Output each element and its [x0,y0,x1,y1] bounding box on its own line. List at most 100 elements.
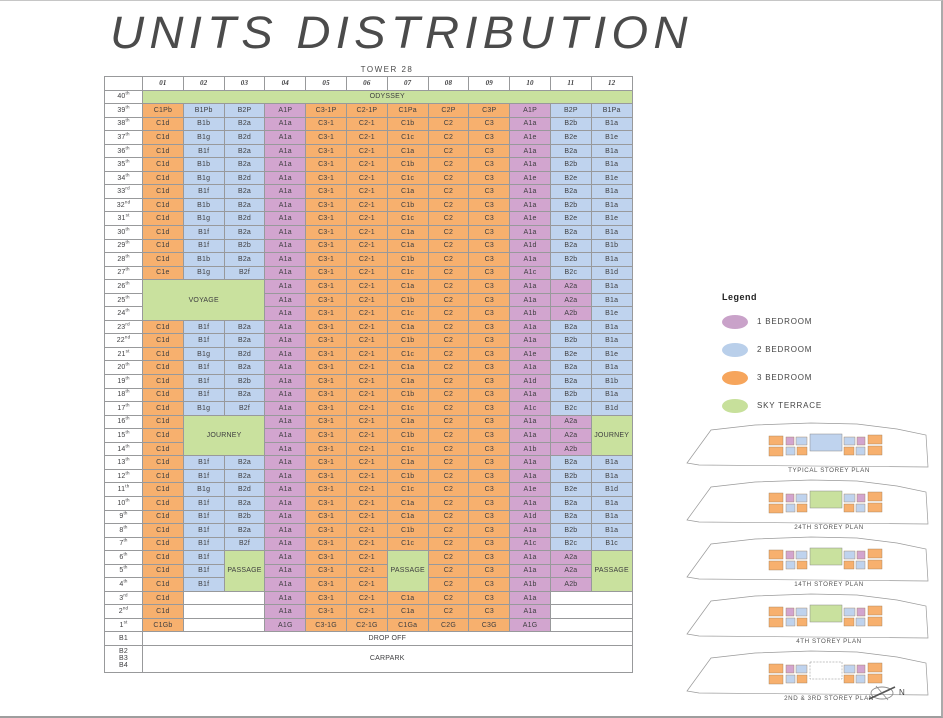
unit-cell: A1a [509,143,551,159]
terrace-cell: ODYSSEY [142,89,633,105]
page-title: UNITS DISTRIBUTION [110,7,693,58]
storey-plan-caption: 24TH STOREY PLAN [794,524,864,531]
basement-cell: DROP OFF [142,631,633,646]
floor-label: 5th [104,563,143,579]
unit-cell: C1d [142,455,184,470]
unit-cell: C2-1 [345,536,388,552]
floor-label: 19th [104,374,143,389]
unit-cell: B1e [590,170,633,186]
unit-cell: C3 [468,130,511,145]
floor-row: 2nd C1d A1a C3-1 C2-1 C1a C2 C3 A1a [104,604,633,619]
unit-cell: B1f [182,238,225,254]
unit-cell: A1a [264,550,307,565]
unit-cell: B1f [182,374,225,389]
unit-column-header: 07 [386,76,429,91]
unit-cell: A1a [264,563,307,579]
unit-cell: C3-1 [305,333,347,348]
unit-cell: A1a [264,170,307,186]
unit-cell: C1c [386,401,429,416]
unit-cell: C2 [427,482,470,497]
unit-cell: C3-1 [305,536,347,552]
unit-cell: B1a [590,319,633,335]
unit-cell: B2a [549,184,592,199]
floor-row: B1 DROP OFF [104,631,633,646]
floor-label: 31st [104,211,143,226]
unit-cell: B1a [590,455,633,470]
units-table: 01 02 03 04 05 06 07 08 09 10 11 12 40th ODYSSEY 39th C… [104,76,633,673]
floor-row: 31st C1d B1g B2d A1a C3-1 C2-1 C1c C2 C3 A1e B2e B1e [104,211,633,226]
unit-cell: A1d [509,238,551,254]
unit-cell: B1a [590,184,633,199]
unit-cell: A1a [264,225,307,240]
unit-cell: B1g [182,211,225,226]
floor-row: 18th C1d B1f B2a A1a C3-1 C2-1 C1b C2 C3 A1a B2b B1a [104,387,633,403]
unit-cell: C3-1 [305,265,347,281]
floor-label: 13th [104,455,143,470]
unit-cell: A1b [509,577,551,592]
unit-cell: B1a [590,495,633,511]
unit-cell: C1d [142,441,184,457]
unit-cell: B1f [182,184,225,199]
tower-label: TOWER 28 [360,65,414,74]
unit-cell: C3-1 [305,157,347,172]
unit-cell: C3 [468,211,511,226]
unit-cell: C1d [142,116,184,132]
floor-row: 6th C1d B1f PASSAGE A1a C3-1 C2-1 PASSAGE C2 C3 A1… [104,550,633,592]
column-header-row: 01 02 03 04 05 06 07 08 09 10 11 12 [104,76,633,91]
unit-cell: B1a [590,157,633,172]
unit-cell: C3-1 [305,238,347,254]
unit-cell: C2 [427,550,470,565]
unit-cell: C2 [427,211,470,226]
legend-item: 2 BEDROOM [722,342,822,357]
unit-cell: A1a [509,590,551,606]
unit-cell: C1d [142,387,184,403]
unit-cell: C2 [427,238,470,254]
unit-cell: B1g [182,170,225,186]
unit-cell: C2 [427,577,470,592]
floor-label: 23rd [104,319,143,335]
unit-cell: C3 [468,197,511,213]
floor-label: 26th [104,279,143,294]
unit-cell: C3 [468,333,511,348]
unit-cell: A1d [509,374,551,389]
unit-cell: A2a [549,292,592,308]
legend-label: 3 BEDROOM [757,373,813,382]
floor-row: 23rd C1d B1f B2a A1a C3-1 C2-1 C1a C2 C3 A1a B2a B1a [104,319,633,335]
unit-cell: B1f [182,333,225,348]
legend-swatch [722,398,748,413]
unit-cell: C2 [427,333,470,348]
unit-cell: A1a [264,577,307,592]
unit-cell: C1d [142,495,184,511]
storey-plan-svg: 24TH STOREY PLAN [686,479,929,531]
unit-cell: C1d [142,536,184,552]
empty-cell [182,590,266,606]
floor-row: 7th C1d B1f B2f A1a C3-1 C2-1 C1c C2 C3 A1c B2c B1c [104,536,633,552]
unit-cell: C3 [468,536,511,552]
site-outline [686,593,929,639]
unit-cell: B2P [223,103,266,118]
unit-cell: C2 [427,563,470,579]
unit-cell: B1d [590,482,633,497]
legend-label: 1 BEDROOM [757,317,813,326]
unit-cell: C1d [142,428,184,443]
unit-cell: B2a [223,319,266,335]
unit-cell: B1f [182,536,225,552]
unit-cell: B2a [223,116,266,132]
unit-cell: C2 [427,143,470,159]
unit-cell: A1a [264,590,307,606]
floor-row: 33rd C1d B1f B2a A1a C3-1 C2-1 C1a C2 C3 A1a B2a B1a [104,184,633,199]
unit-cell: C2 [427,523,470,538]
unit-cell: C2-1 [345,414,388,430]
unit-cell: C1d [142,143,184,159]
unit-cell: C3 [468,238,511,254]
unit-cell: A1a [264,319,307,335]
storey-plan-caption: 14TH STOREY PLAN [794,581,864,588]
unit-cell: C3-1 [305,292,347,308]
unit-cell: B2a [223,455,266,470]
unit-cell: A1e [509,346,551,362]
unit-cell: B1f [182,225,225,240]
unit-cell: C2-1 [345,374,388,389]
unit-cell: B1Pa [590,103,633,118]
unit-cell: C1d [142,509,184,525]
floor-label: 22nd [104,333,143,348]
